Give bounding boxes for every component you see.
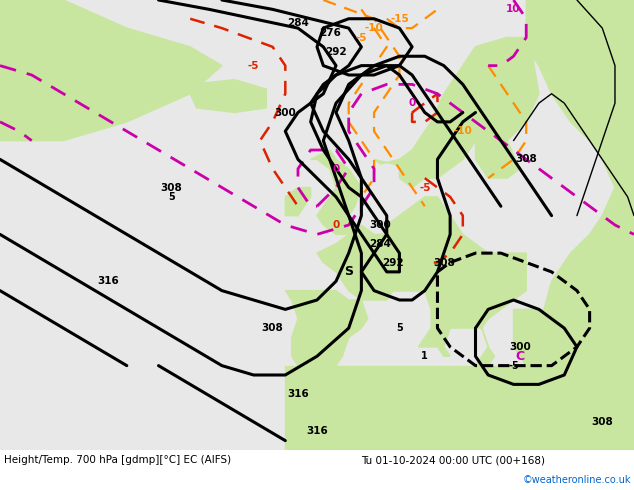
- Text: 284: 284: [370, 239, 391, 249]
- Polygon shape: [0, 0, 222, 141]
- Polygon shape: [526, 0, 634, 450]
- Text: 292: 292: [382, 258, 404, 268]
- Text: -5: -5: [248, 61, 259, 71]
- Polygon shape: [285, 188, 311, 216]
- Text: 308: 308: [515, 154, 537, 164]
- Text: C: C: [515, 350, 524, 363]
- Text: 308: 308: [160, 182, 182, 193]
- Text: 5: 5: [168, 192, 174, 202]
- Polygon shape: [399, 159, 425, 188]
- Text: 300: 300: [370, 220, 391, 230]
- Text: 316: 316: [306, 426, 328, 436]
- Polygon shape: [418, 38, 526, 178]
- Polygon shape: [476, 141, 520, 178]
- Text: -10: -10: [453, 126, 472, 136]
- Text: 0: 0: [332, 164, 340, 174]
- Text: 316: 316: [287, 389, 309, 399]
- Polygon shape: [317, 225, 399, 300]
- Polygon shape: [285, 291, 368, 366]
- Polygon shape: [374, 197, 526, 291]
- Text: -5: -5: [419, 182, 430, 193]
- Polygon shape: [311, 150, 361, 234]
- Text: -5: -5: [356, 32, 367, 43]
- Text: 300: 300: [275, 107, 296, 118]
- Text: Height/Temp. 700 hPa [gdmp][°C] EC (AIFS): Height/Temp. 700 hPa [gdmp][°C] EC (AIFS…: [4, 455, 231, 465]
- Text: Tu 01-10-2024 00:00 UTC (00+168): Tu 01-10-2024 00:00 UTC (00+168): [361, 455, 545, 465]
- Text: 5: 5: [396, 323, 403, 333]
- Polygon shape: [374, 38, 539, 178]
- Polygon shape: [476, 38, 539, 141]
- Text: 1: 1: [422, 351, 428, 361]
- Text: 0: 0: [332, 220, 340, 230]
- Text: 308: 308: [262, 323, 283, 333]
- Polygon shape: [431, 272, 526, 366]
- Polygon shape: [393, 291, 450, 356]
- Polygon shape: [514, 309, 634, 366]
- Polygon shape: [285, 366, 634, 450]
- Text: 316: 316: [97, 276, 119, 286]
- Text: 292: 292: [325, 47, 347, 56]
- Text: 308: 308: [592, 417, 613, 427]
- Text: 10: 10: [507, 4, 521, 14]
- Text: -5: -5: [508, 361, 519, 370]
- Text: S: S: [344, 266, 353, 278]
- Text: -10: -10: [365, 23, 384, 33]
- Text: -15: -15: [390, 14, 409, 24]
- Text: 0: 0: [408, 98, 416, 108]
- Text: 276: 276: [319, 28, 340, 38]
- Text: 308: 308: [433, 258, 455, 268]
- Polygon shape: [190, 80, 266, 113]
- Text: ©weatheronline.co.uk: ©weatheronline.co.uk: [522, 475, 631, 485]
- Text: 284: 284: [287, 19, 309, 28]
- Text: 300: 300: [509, 342, 531, 352]
